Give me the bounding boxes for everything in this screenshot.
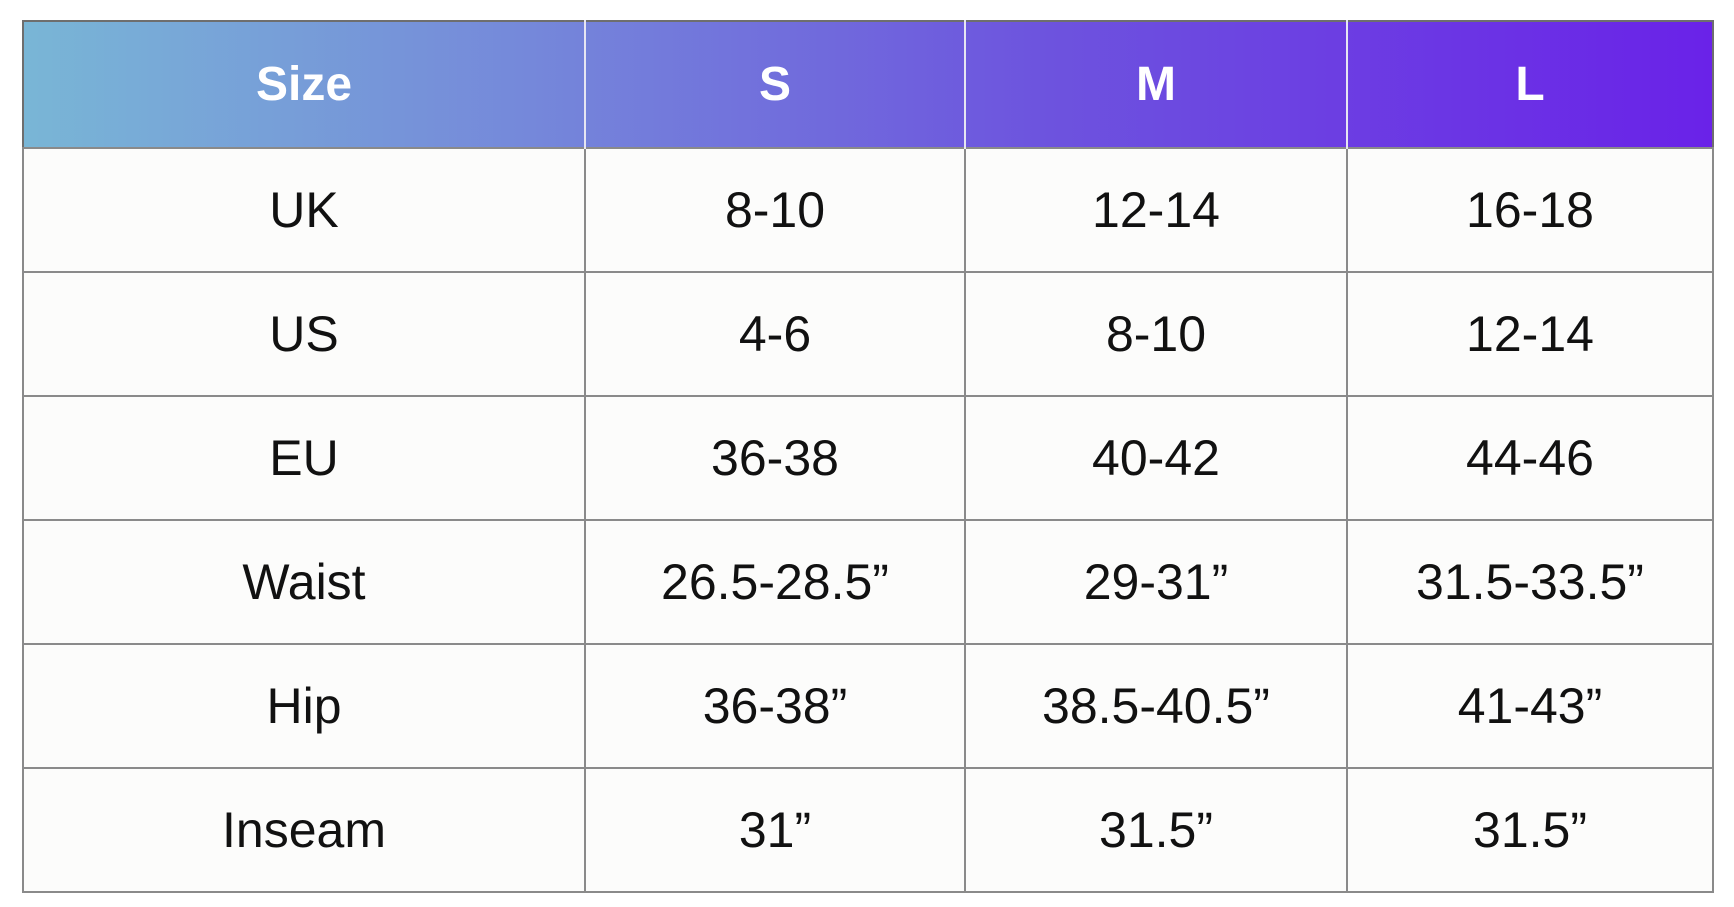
row-label: Hip — [22, 643, 586, 769]
row: UK 8-10 12-14 16-18 — [22, 147, 1714, 273]
cell: 38.5-40.5” — [964, 643, 1348, 769]
cell: 36-38” — [584, 643, 966, 769]
header-cell: Size — [255, 58, 353, 111]
row-label: EU — [22, 395, 586, 521]
cell: 16-18 — [1346, 147, 1714, 273]
header-cell: L — [1346, 21, 1713, 148]
row-label: UK — [22, 147, 586, 273]
row: EU 36-38 40-42 44-46 — [22, 395, 1714, 521]
cell: 8-10 — [964, 271, 1348, 397]
header: Size S M L — [23, 21, 1713, 148]
header-cell: S — [584, 21, 965, 148]
cell: 31” — [584, 767, 966, 893]
cell: 26.5-28.5” — [584, 519, 966, 645]
cell: 31.5” — [964, 767, 1348, 893]
cell: 12-14 — [964, 147, 1348, 273]
header-cell: M — [964, 21, 1347, 148]
row: Waist 26.5-28.5” 29-31” 31.5-33.5” — [22, 519, 1714, 645]
cell: 41-43” — [1346, 643, 1714, 769]
cell: 31.5-33.5” — [1346, 519, 1714, 645]
cell: 29-31” — [964, 519, 1348, 645]
cell: 12-14 — [1346, 271, 1714, 397]
body: UK 8-10 12-14 16-18 US 4-6 8-10 12-14 EU 36-38 40-… — [22, 147, 1714, 893]
row: Inseam 31” 31.5” 31.5” — [22, 767, 1714, 893]
cell: 44-46 — [1346, 395, 1714, 521]
cell: 36-38 — [584, 395, 966, 521]
cell: 31.5” — [1346, 767, 1714, 893]
cell: 4-6 — [584, 271, 966, 397]
row-label: Inseam — [22, 767, 586, 893]
cell: 40-42 — [964, 395, 1348, 521]
row-label: US — [22, 271, 586, 397]
header-row: Size S M L — [23, 21, 1713, 148]
row: Hip 36-38” 38.5-40.5” 41-43” — [22, 643, 1714, 769]
row: US 4-6 8-10 12-14 — [22, 271, 1714, 397]
row-label: Waist — [22, 519, 586, 645]
size-chart: Size S M L UK 8-10 12-14 16-18 US 4-6 8-10 12-14 EU… — [22, 20, 1714, 893]
cell: 8-10 — [584, 147, 966, 273]
